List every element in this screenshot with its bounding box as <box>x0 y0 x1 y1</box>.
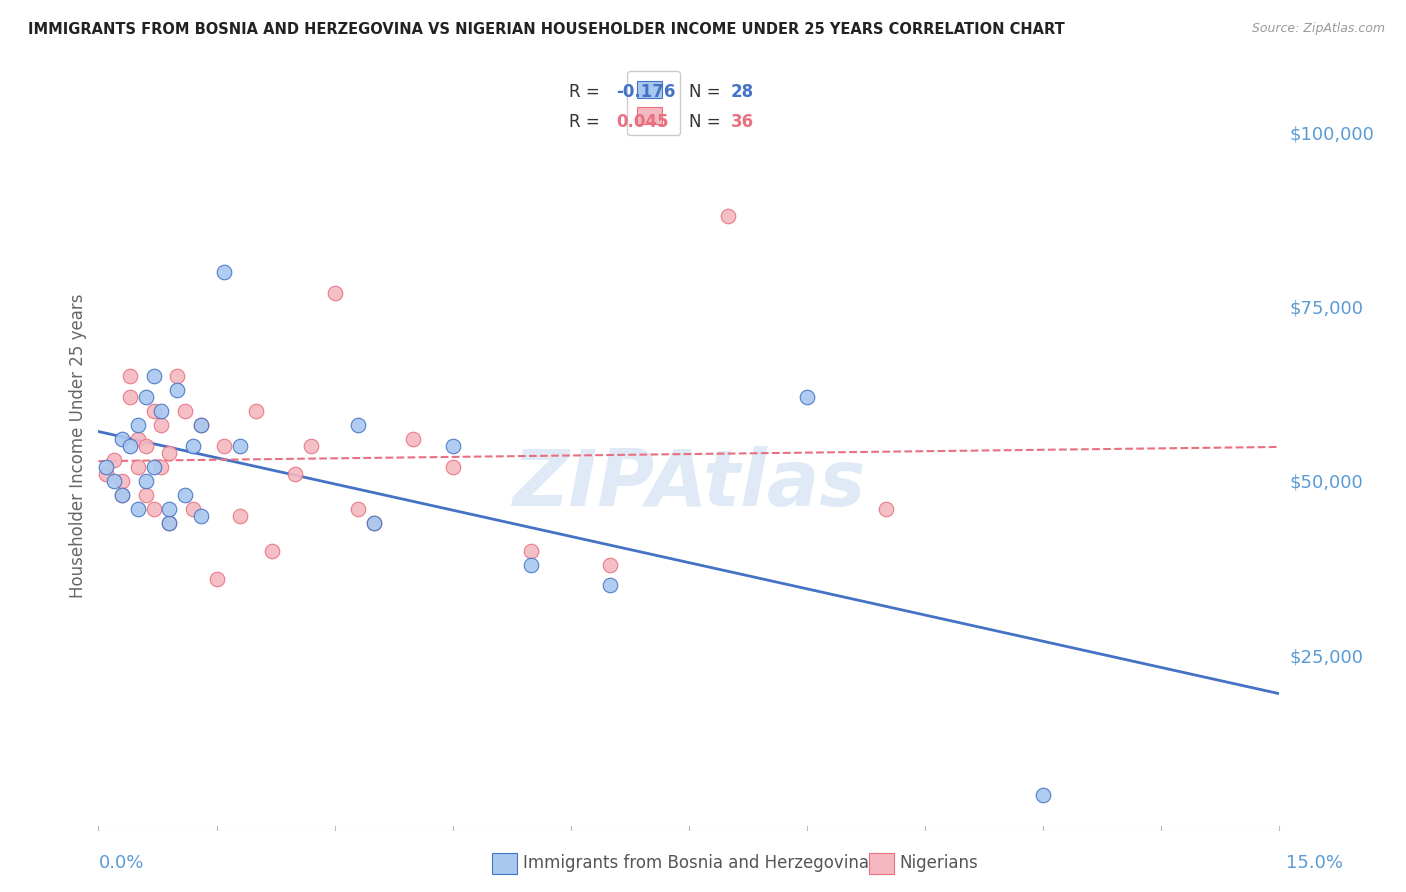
Point <box>174 488 197 502</box>
Y-axis label: Householder Income Under 25 years: Householder Income Under 25 years <box>69 293 87 599</box>
Point <box>157 516 180 530</box>
Text: 0.0%: 0.0% <box>98 855 143 872</box>
Point <box>111 432 134 446</box>
Point <box>260 543 283 558</box>
Text: IMMIGRANTS FROM BOSNIA AND HERZEGOVINA VS NIGERIAN HOUSEHOLDER INCOME UNDER 25 Y: IMMIGRANTS FROM BOSNIA AND HERZEGOVINA V… <box>28 22 1064 37</box>
Point <box>229 439 252 453</box>
Point <box>118 439 141 453</box>
Text: Source: ZipAtlas.com: Source: ZipAtlas.com <box>1251 22 1385 36</box>
Point <box>150 418 173 433</box>
Point <box>299 439 322 453</box>
Point <box>717 209 740 223</box>
Point <box>214 439 236 453</box>
Point <box>103 474 125 488</box>
Point <box>181 439 204 453</box>
Point <box>190 418 212 433</box>
Point <box>111 474 134 488</box>
Point <box>214 265 236 279</box>
Legend: , : , <box>627 70 681 136</box>
Point <box>245 404 267 418</box>
Point <box>190 508 212 523</box>
Point <box>796 390 818 404</box>
Point <box>111 488 134 502</box>
Point <box>157 516 180 530</box>
Point <box>157 501 180 516</box>
Point <box>135 439 157 453</box>
Point <box>520 543 543 558</box>
Point <box>166 383 188 397</box>
Text: R =: R = <box>569 113 606 131</box>
Point <box>135 488 157 502</box>
Text: R =: R = <box>569 83 606 101</box>
Point <box>142 404 165 418</box>
Point <box>441 459 464 474</box>
Point <box>284 467 307 481</box>
Point <box>142 369 165 384</box>
Point <box>150 459 173 474</box>
Point <box>166 369 188 384</box>
Point <box>174 404 197 418</box>
Point <box>875 501 897 516</box>
Text: 28: 28 <box>731 83 754 101</box>
Text: N =: N = <box>689 83 725 101</box>
Point <box>150 404 173 418</box>
Point <box>96 467 118 481</box>
Text: 0.045: 0.045 <box>616 113 668 131</box>
Point <box>127 432 149 446</box>
Point <box>190 418 212 433</box>
Point <box>181 501 204 516</box>
Point <box>599 578 621 592</box>
Point <box>127 501 149 516</box>
Point <box>205 572 228 586</box>
Text: N =: N = <box>689 113 725 131</box>
Point <box>157 446 180 460</box>
Point <box>347 501 370 516</box>
Point <box>103 453 125 467</box>
Text: 15.0%: 15.0% <box>1285 855 1343 872</box>
Point <box>363 516 385 530</box>
Point <box>229 508 252 523</box>
Point <box>142 459 165 474</box>
Text: 36: 36 <box>731 113 754 131</box>
Point <box>347 418 370 433</box>
Point <box>599 558 621 572</box>
Point <box>96 459 118 474</box>
Point <box>127 418 149 433</box>
Point <box>135 474 157 488</box>
Point <box>1032 788 1054 802</box>
Point <box>520 558 543 572</box>
Point <box>323 285 346 300</box>
Point <box>135 390 157 404</box>
Point <box>118 390 141 404</box>
Point <box>127 459 149 474</box>
Point <box>118 369 141 384</box>
Text: -0.176: -0.176 <box>616 83 675 101</box>
Text: Immigrants from Bosnia and Herzegovina: Immigrants from Bosnia and Herzegovina <box>523 855 869 872</box>
Point <box>142 501 165 516</box>
Point <box>111 488 134 502</box>
Point <box>363 516 385 530</box>
Point <box>402 432 425 446</box>
Point <box>441 439 464 453</box>
Text: ZIPAtlas: ZIPAtlas <box>512 446 866 523</box>
Text: Nigerians: Nigerians <box>900 855 979 872</box>
